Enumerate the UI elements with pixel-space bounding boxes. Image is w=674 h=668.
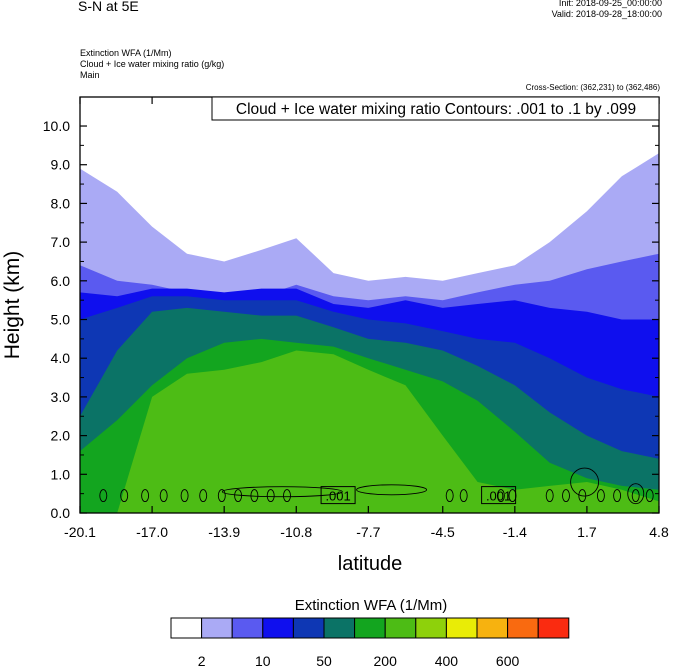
colorbar: 2 10 50 200 400 600 [170,617,570,668]
colorbar-box [537,617,570,639]
x-axis-label: latitude [338,553,403,575]
chart-title-background [211,96,660,121]
cross-section-info: Cross-Section: (362,231) to (362,486) [525,83,660,92]
contour-oval [266,489,275,503]
contour-oval [459,489,468,503]
contour-label-box [481,486,517,505]
contour-label: .001 [486,489,511,504]
init-time: Init: 2018-09-25_00:00:00 [558,0,662,8]
shaded-variable: Extinction WFA (1/Mm) [80,48,172,58]
contour-oval [545,489,554,503]
y-tick-label: 4.0 [51,350,71,366]
x-tick-label: -20.1 [64,524,96,540]
contour-oval [99,489,108,503]
colorbar-box [354,617,386,639]
y-axis-label: Height (km) [1,251,24,360]
colorbar-box [170,617,203,639]
variable-description: Extinction WFA (1/Mm) Cloud + Ice water … [80,48,224,81]
contour-oval [180,489,189,503]
contour-oval [445,489,454,503]
x-tick-label: -7.7 [356,524,380,540]
y-tick-label: 1.0 [51,466,71,482]
colorbar-tick-label: 50 [316,653,332,668]
colorbar-tick-label: 10 [255,653,271,668]
contour-oval [199,489,208,503]
contour-variable: Cloud + Ice water mixing ratio (g/kg) [80,59,225,69]
contour-cell [627,483,645,505]
contour-band [221,486,343,498]
y-tick-label: 0.0 [51,505,71,521]
field-level-7 [80,350,659,513]
colorbar-box [231,617,264,639]
y-tick-label: 10.0 [43,118,70,134]
extinction-field [80,97,659,513]
contour-oval [217,489,226,503]
contour-oval [159,489,168,503]
colorbar-box [476,617,509,639]
y-tick-label: 8.0 [51,195,71,211]
colorbar-tick-label: 600 [496,653,520,668]
y-tick-label: 5.0 [51,312,71,328]
plot-title: S-N at 5E [78,0,139,14]
contour-label-box [320,486,356,505]
colorbar-tick-label: 400 [435,653,459,668]
colorbar-tick-label: 200 [374,653,398,668]
y-tick-label: 7.0 [51,234,71,250]
contour-label: .001 [325,489,350,504]
colorbar-box [445,617,478,639]
contour-oval [596,489,605,503]
contour-oval [120,489,129,503]
chart-title: Cloud + Ice water mixing ratio Contours:… [236,101,636,118]
colorbar-box [384,617,417,639]
colorbar-box [507,617,539,639]
contour-oval [613,489,622,503]
contour-oval [283,489,291,503]
valid-time: Valid: 2018-09-28_18:00:00 [551,9,662,19]
colorbar-box [323,617,356,639]
x-tick-label: -10.8 [280,524,312,540]
x-tick-label: 1.7 [577,524,597,540]
time-info: Init: 2018-09-25_00:00:00 Valid: 2018-09… [552,0,662,20]
x-tick-label: 4.8 [649,524,669,540]
x-tick-label: -13.9 [208,524,240,540]
contour-oval [631,489,640,503]
colorbar-box [262,617,294,639]
contour-oval [496,489,505,503]
y-tick-label: 2.0 [51,428,71,444]
chart-title-box: Cloud + Ice water mixing ratio Contours:… [211,96,660,121]
contour-oval [645,489,654,503]
contour-oval [562,489,570,503]
x-tick-label: -17.0 [136,524,168,540]
y-tick-label: 3.0 [51,389,71,405]
colorbar-box [201,617,233,639]
contour-oval [141,489,150,503]
colorbar-box [292,617,325,639]
y-tick-label: 6.0 [51,273,71,289]
x-tick-label: -4.5 [431,524,455,540]
x-tick-label: -1.4 [503,524,527,540]
y-axis: 0.0 1.0 2.0 3.0 4.0 5.0 6.0 7.0 8.0 9.0 10.0 [43,118,659,521]
contour-cell [570,467,600,497]
colorbar-title: Extinction WFA (1/Mm) [294,597,448,614]
colorbar-box [415,617,447,639]
mixing-ratio-contours: .001 .001 [99,467,654,505]
contour-band [356,484,428,496]
domain-name: Main [80,70,100,80]
y-tick-label: 9.0 [51,157,71,173]
colorbar-tick-label: 2 [198,653,206,668]
